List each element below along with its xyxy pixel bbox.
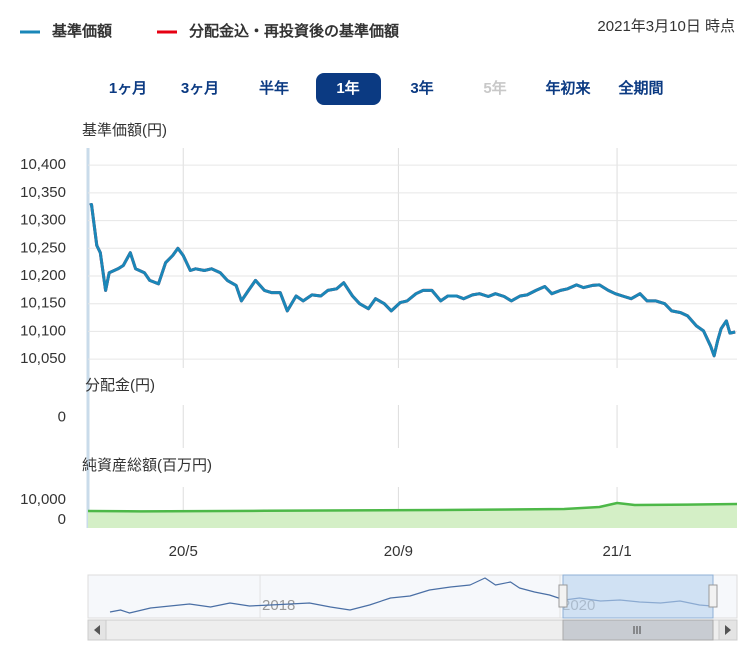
axis-title: 純資産総額(百万円) [82, 457, 212, 474]
period-tab[interactable]: 1年 [336, 79, 359, 97]
selected-tab-bg [316, 73, 381, 105]
series-line [89, 203, 736, 358]
y-tick-label: 10,200 [20, 267, 66, 284]
y-tick-label: 0 [58, 409, 66, 426]
y-tick-label: 10,100 [20, 322, 66, 339]
x-tick-label: 20/5 [169, 543, 198, 560]
nav-tick-label: 2018 [262, 597, 295, 614]
legend-label: 基準価額 [51, 22, 112, 40]
scrollbar-thumb[interactable] [562, 619, 714, 641]
period-tab[interactable]: 3ヶ月 [181, 80, 219, 97]
axis-title: 基準価額(円) [82, 122, 167, 139]
arrow-right [725, 625, 731, 635]
y-tick-label: 10,250 [20, 239, 66, 256]
arrow-left [94, 625, 100, 635]
period-tab[interactable]: 1ヶ月 [109, 80, 147, 97]
area-line [87, 501, 738, 513]
y-tick-label: 10,350 [20, 184, 66, 201]
x-tick-label: 21/1 [602, 543, 631, 560]
y-tick-label: 10,000 [20, 491, 66, 508]
y-tick-label: 0 [58, 511, 66, 528]
period-tab[interactable]: 年初来 [545, 79, 591, 97]
series-line [89, 203, 736, 358]
thumb-grip [633, 626, 641, 634]
x-tick-label: 20/9 [384, 543, 413, 560]
handle-left[interactable] [558, 584, 568, 608]
handle-right[interactable] [708, 584, 718, 608]
period-tab[interactable]: 3年 [410, 79, 433, 97]
y-tick-label: 10,050 [20, 350, 66, 367]
period-tab[interactable]: 半年 [259, 79, 289, 97]
y-tick-label: 10,300 [20, 212, 66, 229]
area-fill [88, 503, 737, 528]
as-of-date: 2021年3月10日 時点 [597, 18, 735, 35]
selection-range[interactable] [562, 574, 714, 619]
y-tick-label: 10,400 [20, 156, 66, 173]
period-tab[interactable]: 全期間 [617, 79, 663, 97]
axis-title: 分配金(円) [85, 377, 155, 394]
period-tab: 5年 [483, 79, 506, 97]
navigator-selection[interactable] [558, 574, 718, 619]
legend-label: 分配金込・再投資後の基準価額 [189, 22, 399, 40]
y-tick-label: 10,150 [20, 295, 66, 312]
